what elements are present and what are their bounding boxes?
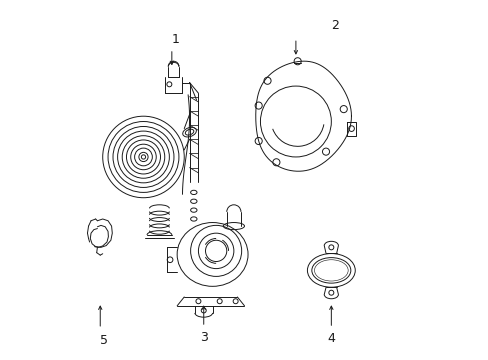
- Text: 2: 2: [330, 19, 338, 32]
- Text: 1: 1: [171, 33, 179, 46]
- Text: 3: 3: [200, 331, 207, 344]
- Text: 5: 5: [101, 334, 108, 347]
- Text: 4: 4: [327, 332, 335, 345]
